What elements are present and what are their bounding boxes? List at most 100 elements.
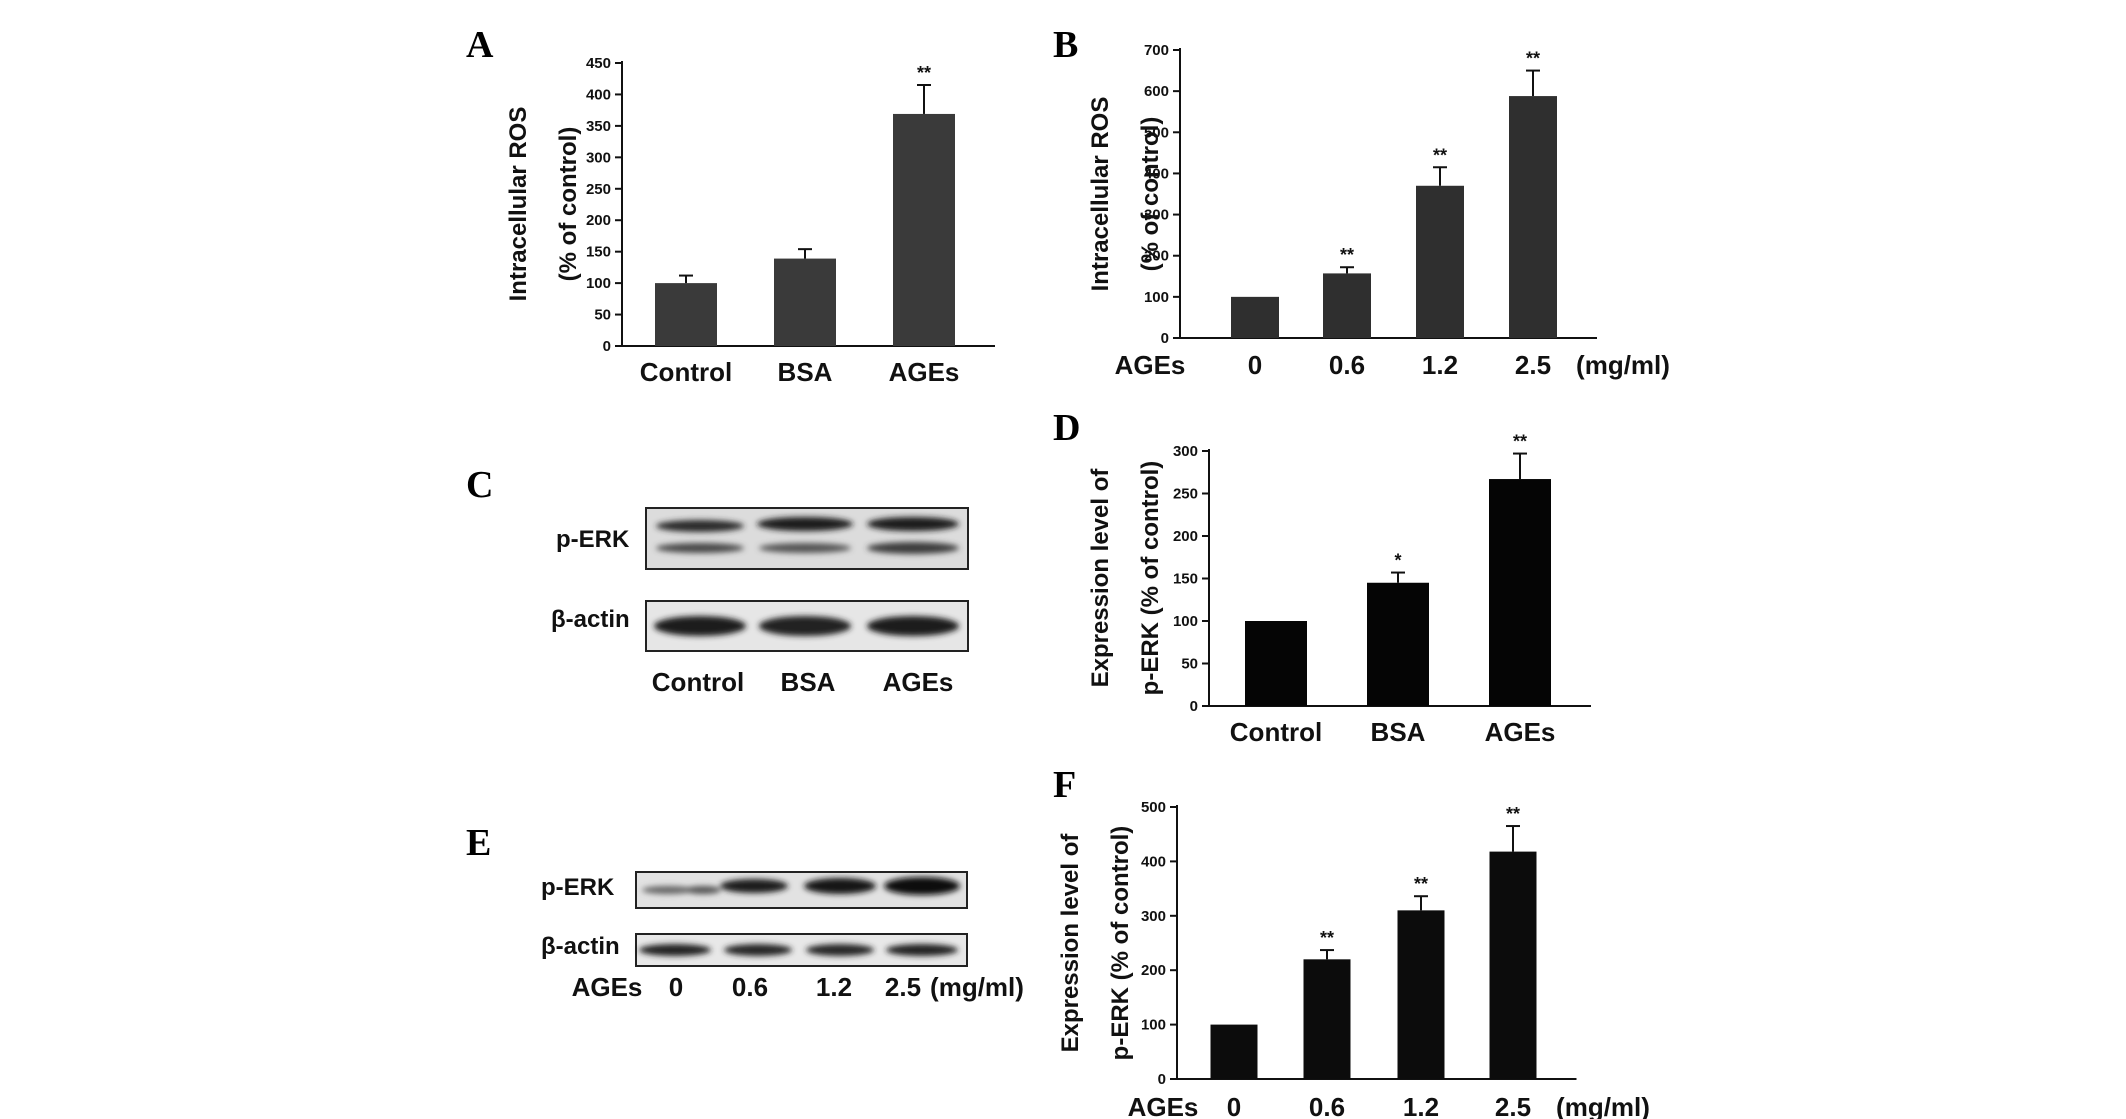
- blot-lane-label: 1.2: [816, 972, 852, 1002]
- panel-label-a: A: [466, 24, 494, 66]
- y-tick-label: 500: [1144, 124, 1169, 141]
- blot-row-label: β-actin: [551, 606, 630, 633]
- blot-row-label: p-ERK: [541, 874, 615, 901]
- x-tick-label: AGEs: [1485, 717, 1556, 747]
- blot-row-label: p-ERK: [556, 526, 630, 553]
- y-tick-label: 0: [1158, 1071, 1166, 1088]
- y-tick-label: 250: [1173, 486, 1198, 503]
- blot-row-label: β-actin: [541, 933, 620, 960]
- significance-marker: **: [1526, 49, 1540, 69]
- significance-marker: **: [1506, 804, 1520, 824]
- y-tick-label: 300: [586, 149, 611, 166]
- y-tick-label: 50: [594, 307, 611, 324]
- x-axis-unit: (mg/ml): [1576, 350, 1670, 380]
- bar: [1245, 621, 1307, 706]
- x-axis-unit: (mg/ml): [1556, 1092, 1650, 1119]
- y-tick-label: 300: [1141, 908, 1166, 925]
- x-tick-label: Control: [640, 357, 732, 387]
- y-tick-label: 200: [1144, 248, 1169, 265]
- panel-label-d: D: [1053, 407, 1080, 449]
- y-tick-label: 100: [1144, 289, 1169, 306]
- bar: [1397, 910, 1445, 1079]
- x-tick-label: 0: [1227, 1092, 1241, 1119]
- y-axis-title: Expression level of: [1057, 833, 1084, 1053]
- significance-marker: *: [1394, 551, 1401, 571]
- bar: [1416, 185, 1464, 338]
- blot-bands: [639, 944, 958, 956]
- significance-marker: **: [917, 63, 931, 83]
- y-axis-title: p-ERK (% of control): [1137, 461, 1164, 696]
- y-axis-title: Expression level of: [1087, 468, 1114, 688]
- panel-label-b: B: [1053, 24, 1078, 66]
- blot-bands: [642, 877, 960, 895]
- x-tick-label: 0: [1248, 350, 1262, 380]
- y-tick-label: 0: [603, 338, 611, 355]
- blot-e: p-ERK β-actin AGEs 0 0.6 1.2 2.5 (mg/ml): [541, 871, 1024, 1002]
- blot-lane-label: Control: [652, 667, 744, 697]
- blot-bands: [656, 517, 959, 554]
- y-tick-label: 450: [586, 55, 611, 72]
- y-tick-label: 400: [586, 86, 611, 103]
- bar: [1367, 582, 1429, 706]
- panel-label-f: F: [1053, 764, 1076, 806]
- y-tick-label: 0: [1161, 330, 1169, 347]
- x-tick-label: AGEs: [889, 357, 960, 387]
- x-tick-label: 2.5: [1515, 350, 1551, 380]
- y-tick-label: 100: [586, 275, 611, 292]
- bar: [655, 283, 717, 346]
- blot-lane-label: BSA: [781, 667, 836, 697]
- y-tick-label: 200: [1173, 528, 1198, 545]
- y-axis-title: Intracellular ROS: [1087, 97, 1114, 292]
- blot-bands: [654, 616, 959, 636]
- chart-f: 0 100 200 300 400 500 Expression level of p-ERK…: [1057, 799, 1650, 1119]
- bar: [1509, 96, 1557, 338]
- y-tick-label: 150: [1173, 571, 1198, 588]
- y-tick-label: 100: [1141, 1017, 1166, 1034]
- panel-label-e: E: [466, 822, 491, 864]
- x-tick-label: BSA: [778, 357, 833, 387]
- bar: [893, 113, 955, 346]
- y-tick-label: 300: [1144, 207, 1169, 224]
- bar: [774, 258, 836, 346]
- bar: [1231, 296, 1279, 338]
- y-tick-label: 250: [586, 181, 611, 198]
- y-tick-label: 200: [1141, 962, 1166, 979]
- panel-label-c: C: [466, 464, 493, 506]
- y-axis-title: (% of control): [1137, 117, 1164, 272]
- y-tick-label: 300: [1173, 443, 1198, 460]
- significance-marker: **: [1340, 245, 1354, 265]
- bar: [1303, 959, 1351, 1079]
- y-tick-label: 350: [586, 118, 611, 135]
- y-axis-title: (% of control): [555, 127, 582, 282]
- blot-lane-label: 0: [669, 972, 683, 1002]
- blot-c: p-ERK β-actin Control BSA AGEs: [551, 507, 969, 697]
- y-tick-label: 500: [1141, 799, 1166, 816]
- y-tick-label: 400: [1141, 853, 1166, 870]
- y-axis-title: Intracellular ROS: [505, 107, 532, 302]
- chart-b: 0 100 200 300 400 500 600 700 Intracellular ROS (…: [1087, 42, 1670, 380]
- y-tick-label: 200: [586, 212, 611, 229]
- x-tick-label: 0.6: [1309, 1092, 1345, 1119]
- x-tick-label: BSA: [1371, 717, 1426, 747]
- significance-marker: **: [1320, 928, 1334, 948]
- y-tick-label: 0: [1190, 698, 1198, 715]
- chart-a: 0 50 100 150 200 250 300 350 400 450 Intracellular…: [505, 55, 995, 387]
- chart-d: 0 50 100 150 200 250 300 Expression level of p-E…: [1087, 432, 1591, 747]
- x-tick-label: 1.2: [1403, 1092, 1439, 1119]
- significance-marker: **: [1414, 874, 1428, 894]
- y-tick-label: 50: [1181, 656, 1198, 673]
- bar: [1323, 273, 1371, 338]
- y-tick-label: 400: [1144, 165, 1169, 182]
- x-tick-label: Control: [1230, 717, 1322, 747]
- y-tick-label: 100: [1173, 613, 1198, 630]
- y-axis-title: p-ERK (% of control): [1107, 826, 1134, 1061]
- x-axis-prefix: AGEs: [1128, 1092, 1199, 1119]
- blot-lane-label: 0.6: [732, 972, 768, 1002]
- y-tick-label: 150: [586, 244, 611, 261]
- x-axis-prefix: AGEs: [1115, 350, 1186, 380]
- blot-lane-prefix: AGEs: [572, 972, 643, 1002]
- significance-marker: **: [1513, 432, 1527, 452]
- blot-lane-label: 2.5: [885, 972, 921, 1002]
- blot-lane-suffix: (mg/ml): [930, 972, 1024, 1002]
